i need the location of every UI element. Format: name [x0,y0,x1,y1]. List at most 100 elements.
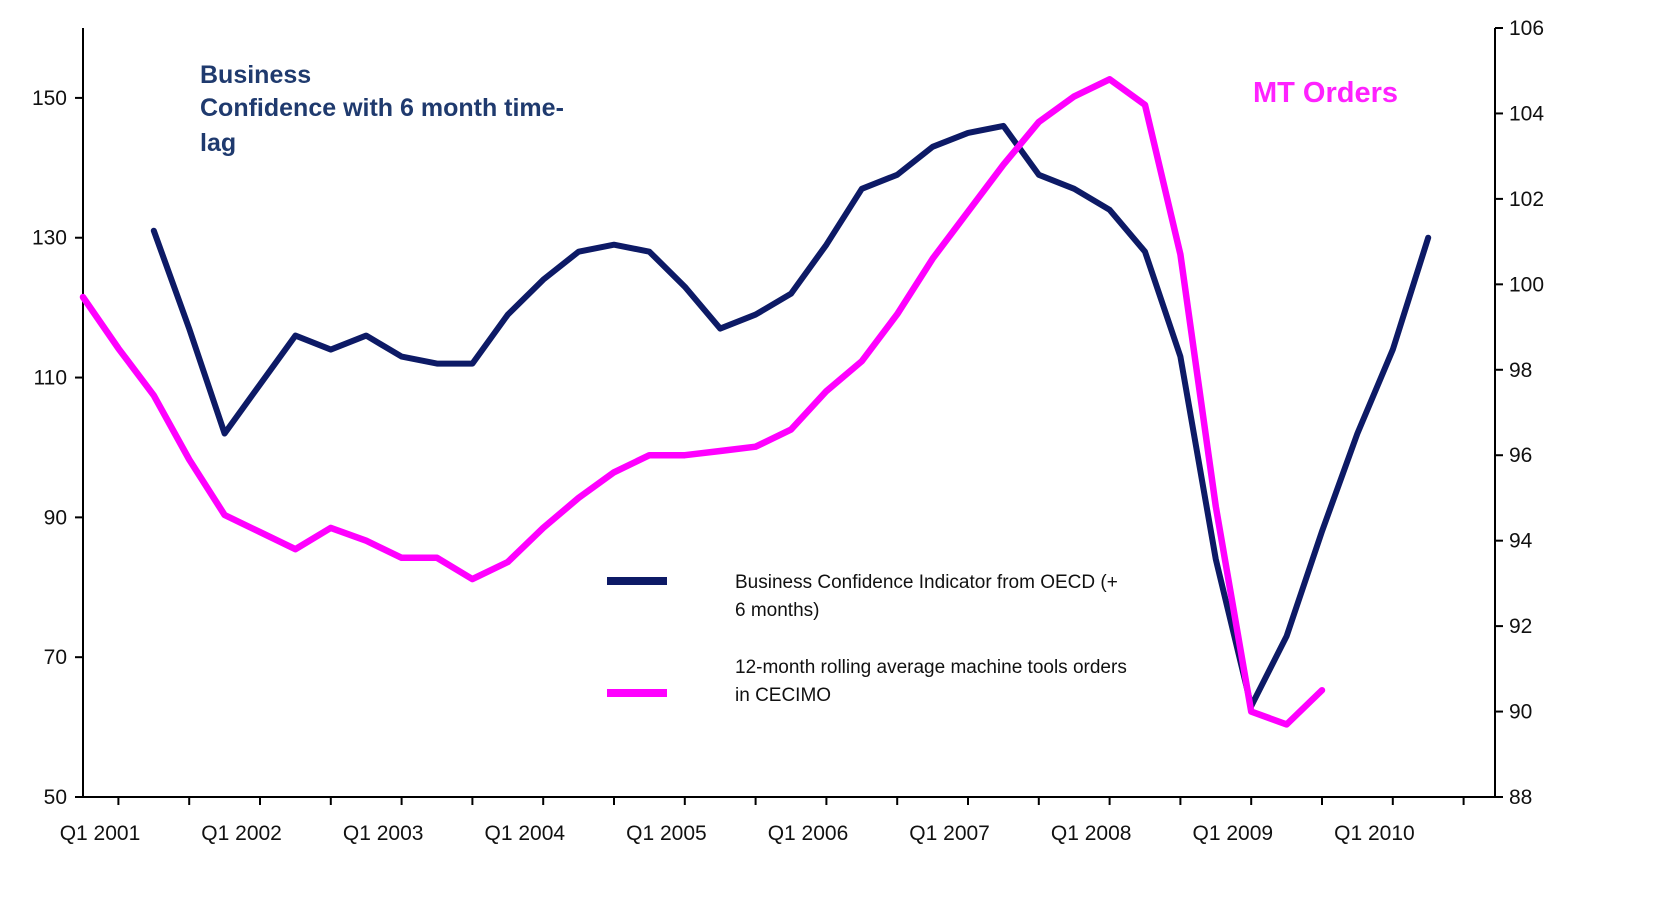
point-mt-orders [330,527,331,528]
point-mt-orders [1003,164,1004,165]
point-business-confidence [153,230,154,231]
right-y-tick-label: 106 [1509,17,1544,40]
point-mt-orders [826,391,827,392]
point-business-confidence [1428,237,1429,238]
point-business-confidence [897,174,898,175]
point-business-confidence [861,188,862,189]
annotation-mt-orders: MT Orders [1253,77,1398,109]
point-mt-orders [791,429,792,430]
point-mt-orders [295,549,296,550]
point-mt-orders [153,395,154,396]
point-mt-orders [437,557,438,558]
legend-label-business-confidence-line-2: 6 months) [735,600,819,621]
left-y-tick-label: 50 [44,786,67,809]
point-mt-orders [189,459,190,460]
point-mt-orders [932,258,933,259]
point-mt-orders [118,348,119,349]
annotation-business-confidence-line-2: Confidence with 6 month time- [200,94,564,122]
point-business-confidence [968,132,969,133]
left-y-tick-label: 110 [34,367,67,390]
point-mt-orders [543,527,544,528]
x-tick-label: Q1 2005 [626,822,707,845]
point-mt-orders [861,361,862,362]
point-mt-orders [1145,104,1146,105]
point-business-confidence [755,314,756,315]
point-mt-orders [684,455,685,456]
right-y-tick-label: 94 [1509,530,1533,553]
point-business-confidence [1215,559,1216,560]
point-business-confidence [826,244,827,245]
left-y-tick-label: 70 [44,646,67,669]
x-tick-label: Q1 2007 [909,822,990,845]
point-business-confidence [1145,251,1146,252]
point-business-confidence [507,314,508,315]
point-business-confidence [684,286,685,287]
point-mt-orders [1038,121,1039,122]
point-mt-orders [507,562,508,563]
point-business-confidence [1038,174,1039,175]
point-business-confidence [1286,636,1287,637]
point-mt-orders [1215,506,1216,507]
right-y-tick-label: 90 [1509,701,1532,724]
point-business-confidence [472,363,473,364]
point-business-confidence [649,251,650,252]
point-business-confidence [366,335,367,336]
point-mt-orders [1074,96,1075,97]
point-mt-orders [968,211,969,212]
point-mt-orders [897,314,898,315]
x-tick-label: Q1 2010 [1334,822,1415,845]
point-business-confidence [578,251,579,252]
x-tick-label: Q1 2004 [485,822,566,845]
point-business-confidence [1109,209,1110,210]
legend-label-mt-orders-line-1: 12-month rolling average machine tools o… [735,657,1127,678]
point-business-confidence [224,433,225,434]
point-mt-orders [224,515,225,516]
point-business-confidence [330,349,331,350]
right-y-tick-label: 96 [1509,444,1532,467]
left-y-tick-label: 130 [32,227,67,250]
point-mt-orders [1322,690,1323,691]
point-mt-orders [366,540,367,541]
point-mt-orders [614,472,615,473]
x-tick-label: Q1 2003 [343,822,424,845]
point-business-confidence [260,384,261,385]
point-business-confidence [1322,531,1323,532]
point-business-confidence [932,146,933,147]
point-business-confidence [1357,433,1358,434]
right-y-tick-label: 102 [1509,188,1544,211]
point-mt-orders [260,532,261,533]
left-y-tick-label: 150 [32,87,67,110]
legend: Business Confidence Indicator from OECD … [607,572,1127,706]
x-tick-label: Q1 2006 [768,822,849,845]
point-business-confidence [543,279,544,280]
point-mt-orders [401,557,402,558]
point-business-confidence [1074,188,1075,189]
point-business-confidence [189,328,190,329]
point-business-confidence [1003,125,1004,126]
x-tick-label: Q1 2001 [60,822,141,845]
right-y-tick-label: 92 [1509,615,1532,638]
annotation-business-confidence-line-3: lag [200,129,236,157]
point-mt-orders [649,455,650,456]
x-tick-label: Q1 2008 [1051,822,1132,845]
point-mt-orders [578,497,579,498]
point-mt-orders [1109,79,1110,80]
point-business-confidence [791,293,792,294]
point-business-confidence [614,244,615,245]
point-business-confidence [1392,349,1393,350]
point-mt-orders [1180,254,1181,255]
point-mt-orders [472,579,473,580]
point-mt-orders [720,450,721,451]
left-y-tick-label: 90 [44,506,67,529]
right-y-tick-label: 88 [1509,786,1532,809]
series-layer [79,76,1432,728]
right-y-tick-label: 98 [1509,359,1532,382]
point-business-confidence [401,356,402,357]
point-mt-orders [83,297,84,298]
point-business-confidence [295,335,296,336]
point-business-confidence [1180,356,1181,357]
point-business-confidence [437,363,438,364]
point-mt-orders [1286,724,1287,725]
annotation-business-confidence-line-1: Business [200,61,311,89]
